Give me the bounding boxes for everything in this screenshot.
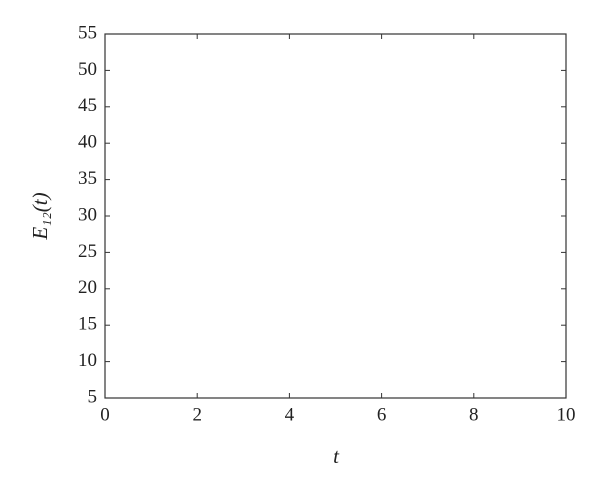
y-tick-label: 10 <box>78 350 97 371</box>
y-axis-label: E₁₂(t) <box>28 192 52 240</box>
y-tick-label: 30 <box>78 204 97 225</box>
y-tick-label: 45 <box>78 95 97 116</box>
y-tick-label: 50 <box>78 59 97 80</box>
x-tick-label: 10 <box>557 404 576 425</box>
y-tick-label: 55 <box>78 22 97 43</box>
x-tick-label: 4 <box>285 404 295 425</box>
x-tick-label: 8 <box>469 404 479 425</box>
x-axis-label: t <box>333 444 340 468</box>
plot-frame <box>104 33 567 399</box>
y-tick-label: 25 <box>78 241 97 262</box>
y-tick-label: 5 <box>88 386 98 407</box>
y-tick-label: 35 <box>78 168 97 189</box>
x-tick-label: 6 <box>377 404 387 425</box>
y-tick-label: 20 <box>78 277 97 298</box>
y-tick-label: 40 <box>78 132 97 153</box>
y-tick-label: 15 <box>78 314 97 335</box>
x-tick-label: 2 <box>192 404 202 425</box>
x-tick-label: 0 <box>100 404 110 425</box>
